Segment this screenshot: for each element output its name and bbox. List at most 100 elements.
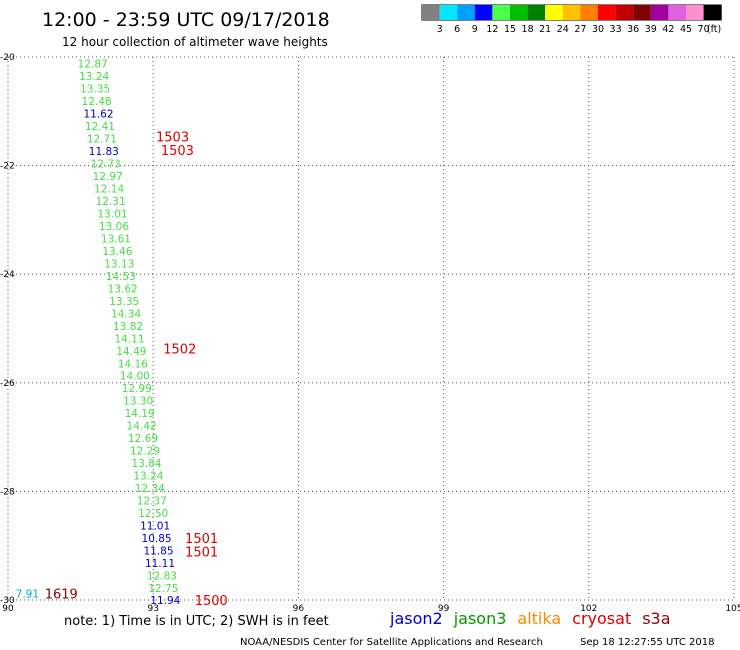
legend-swatch — [650, 5, 669, 20]
legend-swatch — [474, 5, 493, 20]
legend-swatch — [580, 5, 598, 20]
legend-swatch — [615, 5, 634, 20]
legend-label: 12 — [486, 24, 498, 35]
legend-swatch — [457, 5, 475, 20]
wave-height-value: 7.91 — [16, 588, 39, 600]
legend-swatch — [562, 5, 581, 20]
legend-swatch — [422, 5, 440, 20]
legend-swatch — [703, 5, 722, 20]
wave-height-value: 11.85 — [143, 546, 173, 558]
lat-tick-label: -24 — [0, 270, 15, 280]
footer-note: note: 1) Time is in UTC; 2) SWH is in fe… — [64, 614, 329, 629]
wave-height-value: 13.24 — [133, 471, 163, 483]
lon-tick-label: 90 — [2, 604, 14, 614]
legend-swatch — [668, 5, 686, 20]
legend-label: 39 — [645, 24, 657, 35]
color-legend: 3 6 9 12 15 18 21 24 27 30 33 36 39 42 45 70(ft) — [421, 4, 722, 35]
satellite-label-altika: altika — [517, 609, 561, 628]
pass-number-label: 1503 — [161, 144, 194, 159]
legend-swatch — [598, 5, 616, 20]
map-area: 90 93 96 99 102 105-20-22-24-26-28-3012.8713.… — [0, 53, 740, 614]
wave-height-value: 12.48 — [82, 96, 112, 108]
wave-height-value: 14.34 — [111, 308, 141, 320]
legend-unit: (ft) — [707, 24, 721, 35]
lat-tick-label: -28 — [0, 487, 15, 497]
wave-height-value: 11.83 — [89, 146, 119, 158]
wave-height-value: 12.37 — [137, 496, 167, 508]
wave-height-value: 13.35 — [80, 83, 110, 95]
wave-height-value: 13.84 — [131, 458, 161, 470]
legend-swatch — [439, 5, 458, 20]
wave-height-value: 10.85 — [142, 533, 172, 545]
pass-number-label: 1503 — [156, 130, 189, 145]
legend-label: 27 — [574, 24, 586, 35]
wave-height-value: 14.19 — [125, 408, 155, 420]
lat-tick-label: -20 — [0, 53, 15, 63]
lon-tick-label: 105 — [725, 604, 740, 614]
legend-label: 15 — [504, 24, 516, 35]
wave-height-value: 14.00 — [120, 371, 150, 383]
wave-height-value: 12.41 — [85, 121, 115, 133]
wave-height-value: 14.49 — [116, 346, 146, 358]
wave-height-value: 12.83 — [147, 571, 177, 583]
legend-label: 6 — [454, 24, 460, 35]
legend-label: 3 — [437, 24, 443, 35]
satellite-label-jason2: jason2 — [389, 609, 443, 628]
pass-number-label: 1501 — [185, 546, 218, 561]
wave-height-value: 12.73 — [91, 158, 121, 170]
wave-height-value: 12.29 — [130, 446, 160, 458]
header: 12:00 - 23:59 UTC 09/17/2018 12 hour col… — [42, 9, 330, 49]
wave-height-value: 11.94 — [150, 595, 180, 607]
wave-height-value: 13.24 — [79, 71, 109, 83]
wave-height-value: 14.11 — [114, 333, 144, 345]
wave-height-value: 12.71 — [87, 133, 117, 145]
wave-height-value: 13.61 — [101, 233, 131, 245]
lat-tick-label: -22 — [0, 162, 15, 172]
legend-swatch — [686, 5, 704, 20]
lat-tick-label: -30 — [0, 596, 15, 606]
wave-height-value: 12.99 — [122, 383, 152, 395]
wave-height-value: 12.50 — [138, 508, 168, 520]
satellite-label-s3a: s3a — [642, 609, 670, 628]
wave-height-value: 13.35 — [109, 296, 139, 308]
wave-height-value: 12.34 — [135, 483, 165, 495]
pass-number-label: 1501 — [185, 532, 218, 547]
legend-label: 9 — [472, 24, 478, 35]
wave-height-value: 14.42 — [127, 421, 157, 433]
legend-label: 30 — [592, 24, 604, 35]
wave-height-value: 13.30 — [123, 396, 153, 408]
satellite-label-cryosat: cryosat — [572, 609, 631, 628]
wave-height-value: 12.31 — [96, 196, 126, 208]
legend-swatch — [545, 5, 563, 20]
wave-height-value: 11.11 — [145, 558, 175, 570]
legend-swatch — [633, 5, 651, 20]
wave-height-value: 13.82 — [113, 321, 143, 333]
lon-tick-label: 96 — [293, 604, 305, 614]
wave-height-value: 11.01 — [140, 521, 170, 533]
legend-swatch — [527, 5, 546, 20]
wave-height-value: 13.62 — [108, 283, 138, 295]
lon-tick-label: 93 — [147, 604, 158, 614]
footer-timestamp: Sep 18 12:27:55 UTC 2018 — [580, 637, 714, 648]
lat-tick-label: -26 — [0, 379, 15, 389]
page-subtitle: 12 hour collection of altimeter wave hei… — [62, 35, 328, 49]
legend-label: 18 — [522, 24, 534, 35]
legend-label: 21 — [539, 24, 551, 35]
wave-height-value: 13.46 — [102, 246, 132, 258]
wave-height-value: 11.62 — [83, 108, 113, 120]
footer-credit: NOAA/NESDIS Center for Satellite Applica… — [240, 637, 543, 648]
wave-height-value: 12.97 — [93, 171, 123, 183]
wave-height-value: 12.75 — [148, 583, 178, 595]
legend-swatch — [492, 5, 510, 20]
legend-label: 24 — [557, 24, 569, 35]
legend-label: 36 — [627, 24, 639, 35]
pass-number-label: 1619 — [45, 587, 78, 602]
wave-height-value: 12.87 — [78, 59, 108, 71]
footer: note: 1) Time is in UTC; 2) SWH is in fe… — [64, 609, 714, 648]
wave-height-value: 14.16 — [118, 358, 148, 370]
wave-height-value: 13.13 — [104, 258, 134, 270]
pass-number-label: 1500 — [195, 594, 228, 609]
wave-height-value: 12.69 — [128, 433, 158, 445]
satellite-legend: jason2 jason3 altika cryosat s3a — [389, 609, 671, 628]
